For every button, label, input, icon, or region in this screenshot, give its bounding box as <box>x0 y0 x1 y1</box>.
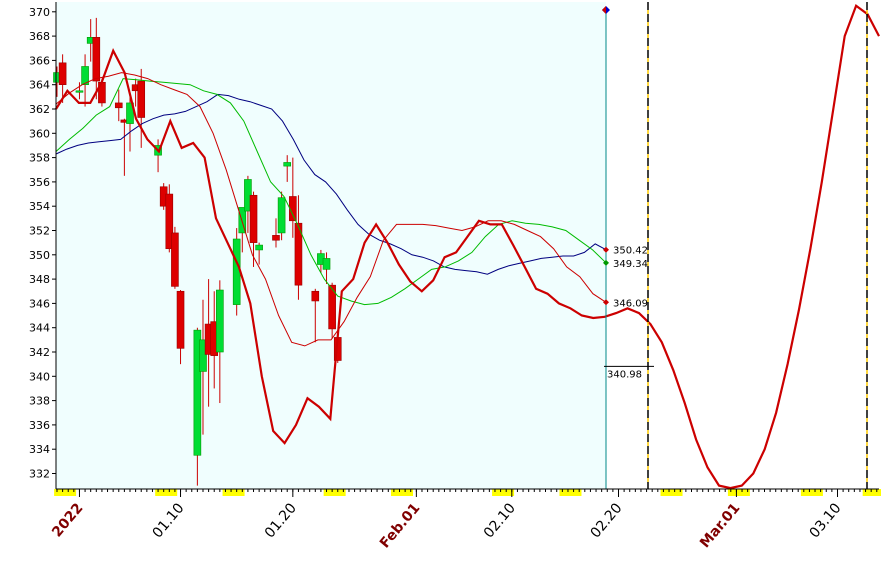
x-tick-label: 2022 <box>49 500 86 540</box>
candle-up <box>238 207 247 234</box>
price-marker <box>603 299 609 306</box>
y-tick-label: 350 <box>29 249 50 262</box>
weekend-marker <box>222 489 245 496</box>
x-tick-label: 01.20 <box>262 500 300 541</box>
y-tick-label: 346 <box>29 297 50 310</box>
price-label: 340.98 <box>607 369 642 380</box>
x-tick-label: 02.20 <box>588 500 626 541</box>
price-marker <box>603 246 609 253</box>
top-diamond-marker-half <box>602 6 606 14</box>
y-tick-label: 340 <box>29 370 50 383</box>
y-tick-label: 334 <box>29 443 50 456</box>
y-tick-label: 344 <box>29 322 50 335</box>
candle-up <box>216 289 224 353</box>
price-annotations: 350.42 349.34 346.09 340.98 <box>603 246 654 380</box>
y-tick-label: 362 <box>29 103 50 116</box>
moving-average-line <box>55 78 607 306</box>
moving-average-line <box>55 93 607 275</box>
candle-down <box>114 102 123 109</box>
y-tick-label: 360 <box>29 127 50 140</box>
candle-down <box>249 194 258 243</box>
candle-up <box>75 90 84 93</box>
y-tick-label: 354 <box>29 200 50 213</box>
x-axis-ticks: 2022 01.10 01.20 Feb.01 02.10 02.20 Mar.01 03.1… <box>49 489 878 551</box>
candle-up <box>322 258 331 270</box>
price-label: 349.34 <box>613 259 648 270</box>
x-tick-label: 02.10 <box>481 500 519 541</box>
weekend-marker <box>862 489 881 496</box>
candle-down <box>58 62 67 85</box>
y-tick-label: 352 <box>29 225 50 238</box>
y-axis-ticks: 332 334 336 338 340 342 344 346 348 350 352 354 356 3… <box>29 6 56 481</box>
candle-up <box>277 197 286 234</box>
x-tick-label: 03.10 <box>807 500 845 541</box>
x-tick-label: Feb.01 <box>377 500 424 551</box>
y-tick-label: 358 <box>29 152 50 165</box>
y-tick-label: 356 <box>29 176 50 189</box>
candle-up <box>232 238 241 305</box>
y-tick-label: 348 <box>29 273 50 286</box>
weekend-marker <box>54 489 77 496</box>
candle-down <box>272 235 280 241</box>
candle-up <box>283 162 292 167</box>
moving-average-lines <box>55 72 607 347</box>
candle-up <box>193 329 202 456</box>
x-tick-label: 01.10 <box>150 500 188 541</box>
y-tick-label: 336 <box>29 419 50 432</box>
price-label: 346.09 <box>613 298 648 309</box>
candle-down <box>176 290 185 349</box>
y-tick-label: 368 <box>29 30 50 43</box>
price-marker <box>603 259 609 266</box>
y-tick-label: 370 <box>29 6 50 19</box>
weekend-marker <box>323 489 346 496</box>
candle-down <box>171 232 179 287</box>
candle-down <box>137 80 146 118</box>
weekend-marker <box>391 489 414 496</box>
weekend-marker <box>660 489 683 496</box>
candle-down <box>311 290 320 302</box>
weekend-marker <box>155 489 178 496</box>
candle-down <box>328 284 336 330</box>
candle-up <box>81 66 89 85</box>
candle-up <box>199 339 207 372</box>
y-tick-label: 364 <box>29 79 50 92</box>
weekend-markers <box>54 489 881 496</box>
weekend-marker <box>727 489 750 496</box>
candle-up <box>255 244 263 251</box>
y-tick-label: 338 <box>29 395 50 408</box>
y-tick-label: 366 <box>29 54 50 67</box>
candle-down <box>294 222 303 286</box>
y-tick-label: 332 <box>29 468 50 481</box>
candle-down <box>165 193 174 250</box>
candle-down <box>92 37 101 82</box>
candle-up <box>126 102 134 124</box>
weekend-marker <box>492 489 515 496</box>
weekend-marker <box>800 489 823 496</box>
moving-average-line <box>55 72 607 347</box>
y-tick-label: 342 <box>29 346 50 359</box>
forecast-line <box>55 3 880 490</box>
price-label: 350.42 <box>613 246 648 257</box>
x-tick-label: Mar.01 <box>697 500 743 551</box>
weekend-marker <box>559 489 582 496</box>
